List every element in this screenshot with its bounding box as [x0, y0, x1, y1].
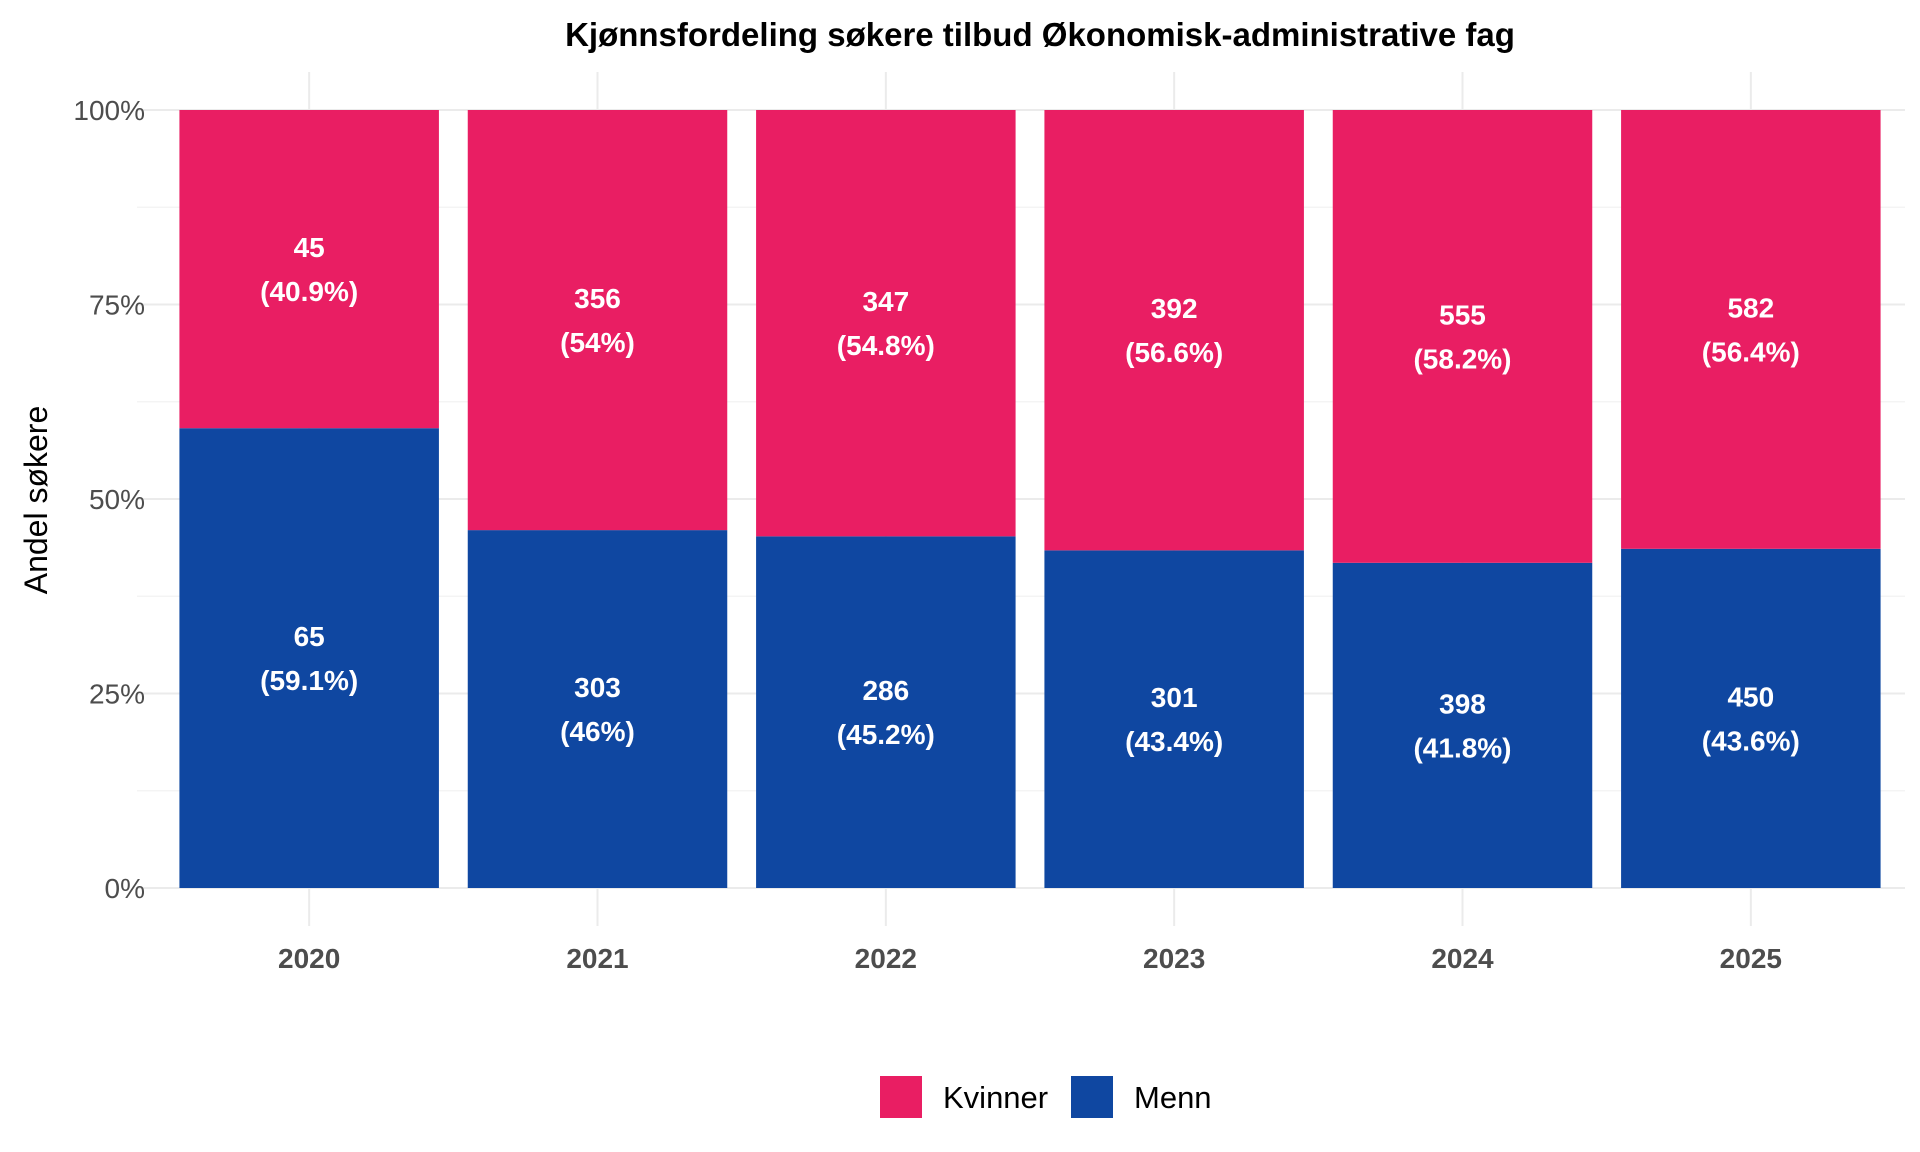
- x-tick-label: 2024: [1431, 943, 1494, 974]
- data-label-percent: (54.8%): [837, 330, 935, 361]
- legend: Kvinner Menn: [880, 1076, 1212, 1118]
- bar-segment-kvinner-2020: [179, 110, 439, 429]
- x-axis-ticks: 2020 2021 2022 2023 2024 2025: [278, 943, 1782, 974]
- data-label-count: 450: [1727, 681, 1774, 712]
- y-tick-label: 75%: [89, 290, 145, 321]
- data-label-percent: (54%): [560, 327, 635, 358]
- y-axis-ticks: 0% 25% 50% 75% 100%: [73, 95, 145, 904]
- data-label-count: 392: [1151, 293, 1198, 324]
- x-tick-label: 2021: [566, 943, 628, 974]
- bar-segment-kvinner-2025: [1621, 110, 1881, 549]
- bar-segment-menn-2025: [1621, 548, 1881, 888]
- y-tick-label: 50%: [89, 484, 145, 515]
- bar-segment-kvinner-2023: [1044, 110, 1304, 551]
- data-label-percent: (40.9%): [260, 276, 358, 307]
- data-label-count: 555: [1439, 299, 1486, 330]
- legend-label-menn: Menn: [1134, 1080, 1212, 1115]
- data-label-count: 286: [862, 675, 909, 706]
- x-tick-label: 2020: [278, 943, 340, 974]
- data-label-percent: (56.4%): [1702, 336, 1800, 367]
- data-label-count: 65: [294, 621, 325, 652]
- bar-segment-kvinner-2024: [1332, 110, 1593, 563]
- bar-segment-menn-2021: [467, 530, 728, 888]
- y-tick-label: 0%: [105, 873, 145, 904]
- data-label-count: 45: [294, 232, 325, 263]
- data-label-percent: (56.6%): [1125, 337, 1223, 368]
- data-label-percent: (43.6%): [1702, 725, 1800, 756]
- chart-title: Kjønnsfordeling søkere tilbud Økonomisk-…: [565, 16, 1515, 53]
- legend-swatch-kvinner: [880, 1076, 922, 1118]
- x-tick-label: 2025: [1720, 943, 1782, 974]
- data-label-count: 398: [1439, 688, 1486, 719]
- data-label-percent: (46%): [560, 716, 635, 747]
- bar-segment-kvinner-2022: [756, 110, 1016, 537]
- bars: 65 (59.1%) 45 (40.9%) 303 (46%) 356 (54%) 286 (45…: [179, 110, 1881, 888]
- x-tick-label: 2022: [855, 943, 917, 974]
- bar-segment-menn-2022: [756, 536, 1016, 888]
- y-axis-label: Andel søkere: [18, 406, 54, 595]
- data-label-percent: (58.2%): [1413, 343, 1511, 374]
- x-tick-label: 2023: [1143, 943, 1205, 974]
- data-label-count: 582: [1727, 292, 1774, 323]
- legend-label-kvinner: Kvinner: [943, 1080, 1048, 1115]
- y-tick-label: 25%: [89, 679, 145, 710]
- data-label-count: 303: [574, 672, 621, 703]
- data-label-count: 301: [1151, 682, 1198, 713]
- bar-segment-menn-2020: [179, 428, 439, 888]
- data-label-percent: (41.8%): [1413, 732, 1511, 763]
- bar-segment-menn-2024: [1332, 562, 1593, 888]
- bar-segment-kvinner-2021: [467, 110, 728, 531]
- data-label-percent: (43.4%): [1125, 726, 1223, 757]
- bar-segment-menn-2023: [1044, 550, 1304, 888]
- data-label-count: 356: [574, 283, 621, 314]
- legend-swatch-menn: [1071, 1076, 1113, 1118]
- data-label-count: 347: [862, 286, 909, 317]
- data-label-percent: (45.2%): [837, 719, 935, 750]
- data-label-percent: (59.1%): [260, 665, 358, 696]
- y-tick-label: 100%: [73, 95, 145, 126]
